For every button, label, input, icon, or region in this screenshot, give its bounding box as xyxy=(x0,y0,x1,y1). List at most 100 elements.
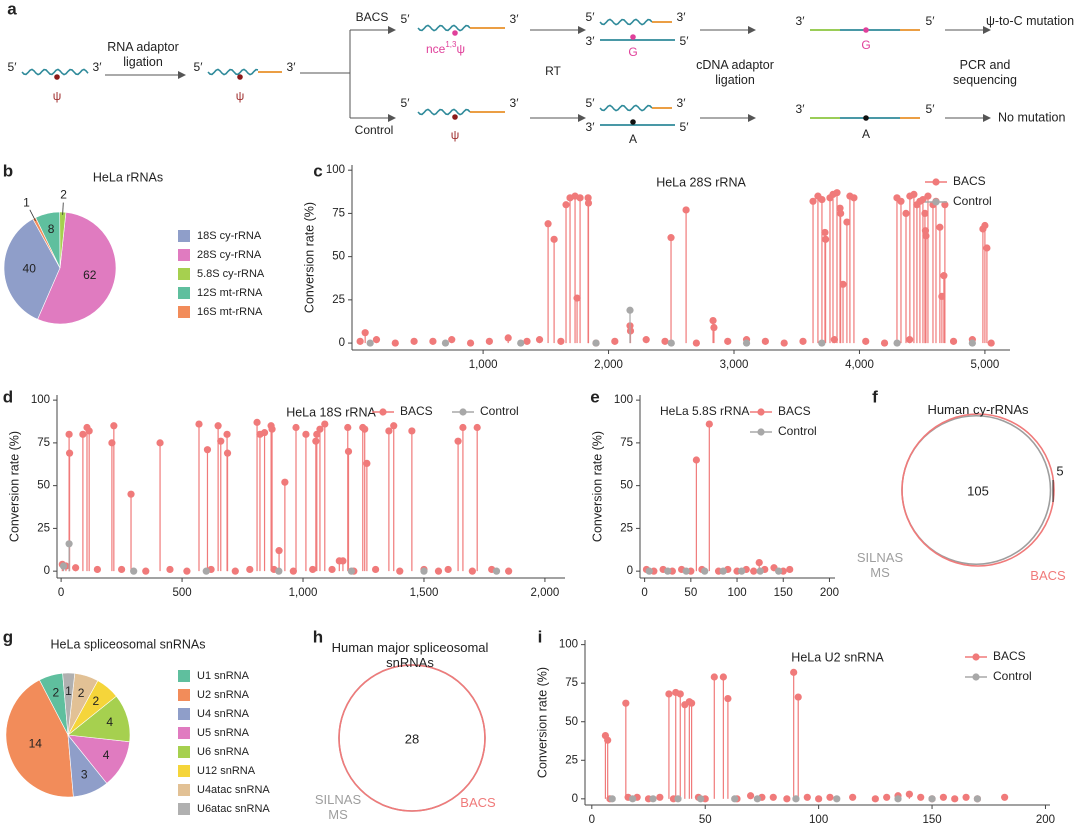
end-label: 3′ xyxy=(677,96,687,110)
point xyxy=(951,795,959,803)
point xyxy=(667,339,675,347)
legend-label: Control xyxy=(480,404,519,418)
end-label: 5′ xyxy=(194,60,204,74)
point xyxy=(562,201,570,209)
point xyxy=(981,221,989,230)
point xyxy=(448,336,456,344)
point xyxy=(794,693,802,701)
end-label: 5′ xyxy=(401,12,411,26)
point xyxy=(396,567,404,575)
x-tick-label: 1,000 xyxy=(289,587,318,599)
point xyxy=(917,793,925,801)
point xyxy=(775,567,783,575)
point xyxy=(719,673,727,681)
legend-swatch xyxy=(178,803,190,815)
panel-letter: b xyxy=(3,161,13,180)
point xyxy=(682,567,690,575)
legend-label: U4 snRNA xyxy=(197,708,250,720)
y-tick-label: 75 xyxy=(565,677,578,689)
point xyxy=(466,339,475,347)
legend-label: U6atac snRNA xyxy=(197,803,270,815)
x-tick-label: 3,000 xyxy=(720,359,749,371)
point xyxy=(949,337,958,345)
legend-marker xyxy=(459,408,467,416)
x-tick-label: 5,000 xyxy=(971,359,1000,371)
point xyxy=(664,567,672,575)
pie-slice xyxy=(3,218,61,320)
point xyxy=(59,562,68,570)
chart-title: HeLa 18S rRNA xyxy=(286,405,376,419)
legend-swatch xyxy=(178,670,190,682)
modified-prefix: nce xyxy=(426,42,446,56)
point xyxy=(344,423,352,432)
point xyxy=(821,235,830,243)
point xyxy=(344,447,353,456)
y-tick-label: 75 xyxy=(332,207,345,219)
point xyxy=(557,337,565,345)
point xyxy=(408,427,416,435)
y-axis-label: Conversion rate (%) xyxy=(590,431,604,542)
rna-strand xyxy=(417,108,471,116)
point xyxy=(649,795,657,803)
point xyxy=(275,567,283,575)
slice-label: 2 xyxy=(53,686,60,700)
y-tick-label: 25 xyxy=(565,754,578,766)
modified-base-label: nce1,3ψ xyxy=(426,40,465,56)
point xyxy=(705,420,713,428)
y-tick-label: 50 xyxy=(332,251,345,263)
point xyxy=(921,227,930,235)
point xyxy=(809,197,817,205)
point xyxy=(371,565,380,574)
slice-label: 4 xyxy=(103,748,110,762)
legend-marker xyxy=(972,653,980,661)
point xyxy=(928,795,936,803)
legend-swatch xyxy=(178,230,190,242)
point xyxy=(309,565,317,574)
legend-swatch xyxy=(178,765,190,777)
nucleotide-dot xyxy=(630,34,636,40)
point xyxy=(849,793,857,801)
slice-label: 3 xyxy=(81,767,88,781)
legend-marker xyxy=(757,428,765,436)
x-tick-label: 0 xyxy=(589,814,595,826)
point xyxy=(246,565,254,574)
slice-label: 40 xyxy=(23,262,37,276)
point xyxy=(93,565,101,574)
point xyxy=(783,795,791,803)
legend-label: U5 snRNA xyxy=(197,727,250,739)
point xyxy=(746,792,755,800)
x-tick-label: 100 xyxy=(727,587,746,599)
legend-label: U4atac snRNA xyxy=(197,784,270,796)
chart-title: HeLa 5.8S rRNA xyxy=(660,404,749,418)
point xyxy=(79,430,87,438)
point xyxy=(454,437,462,445)
point xyxy=(645,567,653,575)
point xyxy=(517,339,525,347)
base-label: A xyxy=(629,132,637,146)
point xyxy=(667,234,675,242)
pie-slice xyxy=(62,672,76,736)
venn-circle xyxy=(338,664,486,812)
point xyxy=(697,795,705,803)
end-label: 3′ xyxy=(586,34,596,48)
rna-strand xyxy=(21,68,89,76)
point xyxy=(339,557,347,565)
legend-marker xyxy=(972,673,980,681)
legend-label: Control xyxy=(993,669,1032,683)
nucleotide-dot xyxy=(452,114,458,120)
point xyxy=(321,420,329,428)
point xyxy=(117,565,126,574)
point xyxy=(924,192,932,200)
rna-strand xyxy=(417,24,471,32)
point xyxy=(826,793,834,801)
venn-count: 5 xyxy=(1056,463,1063,478)
legend-label: BACS xyxy=(993,649,1026,663)
point xyxy=(902,209,910,218)
end-label: 5′ xyxy=(926,14,936,28)
nucleotide-dot xyxy=(630,119,636,125)
point xyxy=(420,567,428,575)
point xyxy=(85,427,93,435)
y-tick-label: 25 xyxy=(332,294,345,306)
point xyxy=(485,337,493,345)
point xyxy=(894,795,902,803)
